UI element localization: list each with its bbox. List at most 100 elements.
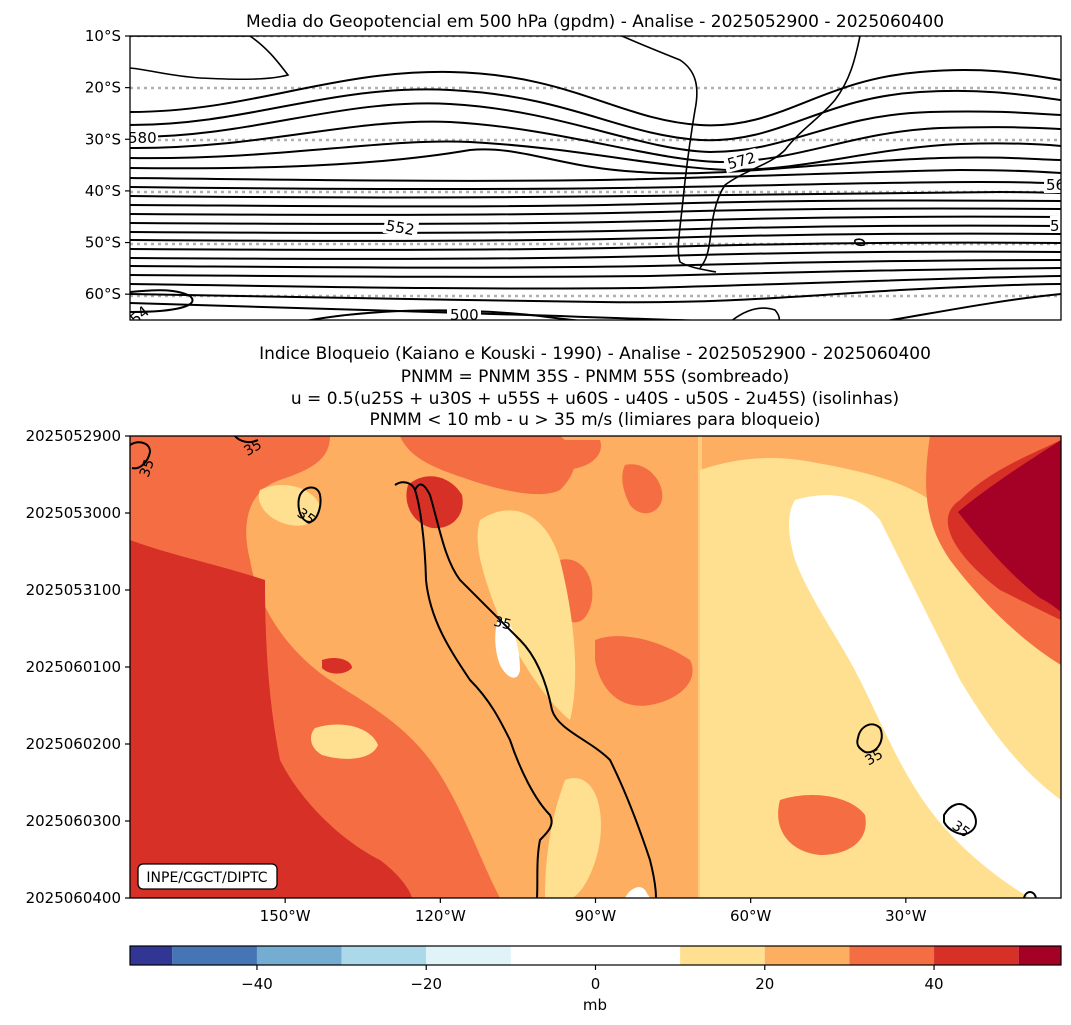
geopotential-contour [130, 69, 1061, 127]
u-contour-label: 35 [492, 614, 513, 634]
bottom-x-tick-label: 90°W [575, 907, 617, 925]
pnmm-shading-10-20 [545, 778, 601, 898]
geopotential-contour [885, 293, 1061, 320]
u-contour-35 [234, 436, 259, 444]
bottom-title-line-2: PNMM = PNMM 35S - PNMM 55S (sombreado) [401, 367, 790, 387]
colorbar-segment [426, 946, 511, 965]
contour-label-552: 552 [384, 217, 415, 240]
u-contour-35 [414, 483, 657, 898]
pnmm-shading-30-40 [595, 636, 693, 706]
geopotential-contour [130, 224, 1061, 234]
colorbar-segment [130, 946, 173, 965]
bottom-x-axis: 150°W 120°W 90°W 60°W 30°W [260, 898, 927, 925]
pnmm-shading-30-40 [520, 440, 601, 470]
colorbar-segment [934, 946, 1019, 965]
bottom-y-tick-label: 2025060300 [26, 812, 121, 830]
bottom-title-line-1: Indice Bloqueio (Kaiano e Kouski - 1990)… [259, 344, 931, 364]
pnmm-shading-40-50 [322, 657, 352, 674]
u-contour-label: 35 [241, 437, 264, 460]
contour-label-50: 50 [1050, 217, 1069, 235]
top-y-tick-label: 60°S [85, 285, 121, 303]
coastline-south-atlantic-island [854, 238, 866, 247]
geopotential-contour [130, 302, 706, 320]
colorbar-label: mb [583, 996, 607, 1014]
pnmm-shading-10-20 [258, 485, 320, 526]
bottom-y-axis: 2025052900 2025053000 2025053100 2025060100… [26, 427, 130, 907]
colorbar-tick-label: −20 [410, 975, 442, 993]
top-y-tick-label: 10°S [85, 27, 121, 45]
pnmm-shading-neutral [788, 495, 1061, 898]
top-y-tick-label: 50°S [85, 234, 121, 252]
top-plot-area: 580 572 552 500 56 50 54 [128, 36, 1069, 324]
geopotential-contour [130, 241, 1061, 251]
bottom-y-tick-label: 2025060100 [26, 658, 121, 676]
colorbar-tick-label: 40 [924, 975, 943, 993]
top-plot-frame [129, 35, 1062, 321]
geopotential-contour [130, 148, 1061, 175]
colorbar-segment [172, 946, 257, 965]
contour-label-56: 56 [1046, 176, 1065, 194]
top-y-axis: 10°S 20°S 30°S 40°S 50°S 60°S [85, 27, 130, 303]
colorbar [129, 945, 1062, 966]
geopotential-contour [130, 140, 1061, 172]
bottom-x-tick-label: 30°W [885, 907, 927, 925]
geopotential-contour [130, 207, 1061, 216]
colorbar-segment [764, 946, 850, 965]
pnmm-shading-30-40 [622, 464, 663, 514]
bottom-title-line-4: PNMM < 10 mb - u > 35 m/s (limiares para… [370, 410, 821, 430]
colorbar-segment [680, 946, 765, 965]
bottom-plot-area: 35 35 35 35 35 35 INPE/CGCT/DIPTC [130, 436, 1061, 898]
bottom-y-tick-label: 2025052900 [26, 427, 121, 445]
colorbar-segment [256, 946, 342, 965]
coastline-australia-east [130, 36, 290, 81]
u-contour-35 [130, 441, 152, 470]
bottom-y-tick-label: 2025053100 [26, 581, 121, 599]
colorbar-segment [341, 946, 427, 965]
geopotential-contour [130, 267, 1061, 278]
colorbar-segment [1018, 946, 1061, 965]
geopotential-contour [130, 289, 194, 313]
bottom-x-tick-label: 150°W [260, 907, 311, 925]
coastline-south-america-west [621, 36, 717, 273]
colorbar-axis: −40 −20 0 20 40 [241, 965, 944, 993]
colorbar-tick-label: 0 [591, 975, 601, 993]
u-contour-35 [297, 486, 322, 524]
geopotential-contour [130, 199, 1061, 208]
u-contour-35 [943, 803, 977, 836]
top-y-tick-label: 30°S [85, 130, 121, 148]
geopotential-contour [130, 120, 1061, 164]
coastline-south-america-east [699, 36, 861, 269]
geopotential-contour [130, 250, 1061, 260]
geopotential-contour [130, 168, 1061, 182]
top-y-tick-label: 40°S [85, 182, 121, 200]
pnmm-shading-40-50 [130, 540, 412, 898]
bottom-x-tick-label: 120°W [415, 907, 466, 925]
bottom-x-tick-label: 60°W [730, 907, 772, 925]
contour-label-500: 500 [450, 306, 479, 324]
u-contour-label: 35 [862, 746, 885, 769]
colorbar-tick-label: −40 [241, 975, 273, 993]
bottom-title-line-3: u = 0.5(u25S + u30S + u55S + u60S - u40S… [291, 389, 899, 409]
geopotential-contour [130, 88, 1061, 142]
pnmm-shading-30-40 [778, 795, 866, 855]
u-contour-35 [394, 481, 553, 898]
credit-text: INPE/CGCT/DIPTC [146, 870, 267, 886]
geopotential-contour [130, 215, 1061, 225]
bottom-y-tick-label: 2025060200 [26, 735, 121, 753]
geopotential-contour [130, 275, 1061, 290]
u-contour-35 [1023, 891, 1037, 898]
colorbar-tick-label: 20 [755, 975, 774, 993]
u-contour-label: 35 [137, 457, 158, 479]
colorbar-segment [849, 946, 935, 965]
contour-label-580: 580 [128, 129, 157, 147]
bottom-y-tick-label: 2025060400 [26, 889, 121, 907]
colorbar-segment [510, 946, 681, 965]
credit-box [137, 863, 278, 890]
geopotential-contour [305, 309, 583, 320]
geopotential-contour [130, 283, 1061, 304]
pnmm-shading-10-20 [477, 510, 576, 720]
u-contour-35 [856, 723, 883, 754]
geopotential-contour [130, 232, 1061, 242]
geopotential-contour [130, 102, 1061, 154]
